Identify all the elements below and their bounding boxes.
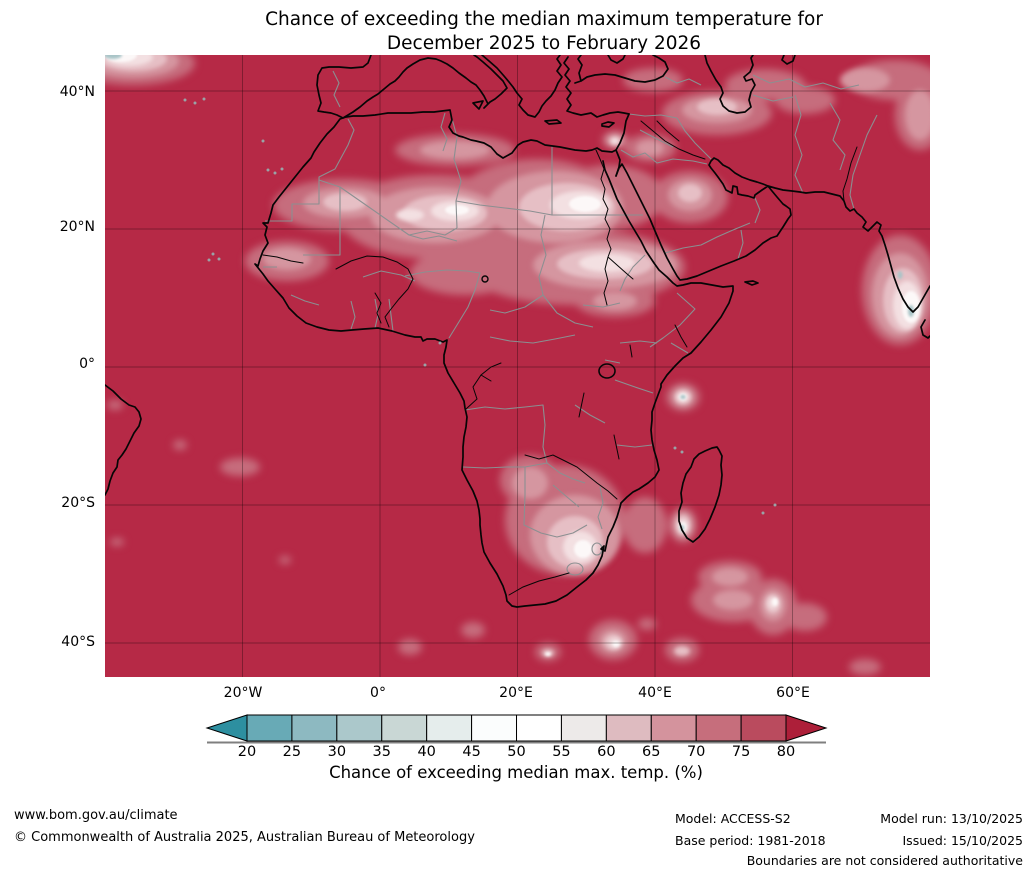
footer-url[interactable]: www.bom.gov.au/climate bbox=[14, 808, 178, 823]
balkan-coast bbox=[481, 55, 563, 118]
footer-copyright: © Commonwealth of Australia 2025, Austra… bbox=[14, 830, 475, 845]
island-dots bbox=[183, 97, 777, 515]
colorbar-tick-label: 60 bbox=[597, 744, 616, 760]
colorbar-segment bbox=[605, 714, 652, 742]
caspian-sea bbox=[704, 55, 756, 114]
colorbar-tick-label: 25 bbox=[282, 744, 302, 760]
lon-label: 0° bbox=[370, 685, 386, 701]
colorbar-tick-label: 40 bbox=[417, 744, 436, 760]
colorbar-segment bbox=[695, 714, 742, 742]
rivers-and-lakes bbox=[262, 120, 858, 596]
sinai-tip bbox=[615, 149, 621, 177]
footer-issued: Issued: 15/10/2025 bbox=[902, 833, 1024, 848]
arabia-india-coastline bbox=[615, 157, 930, 313]
footer-model-run: Model run: 13/10/2025 bbox=[880, 811, 1023, 826]
footer-model: Model: ACCESS-S2 bbox=[675, 811, 791, 826]
page-title: Chance of exceeding the median maximum t… bbox=[265, 8, 823, 56]
brazil-coastline bbox=[105, 384, 142, 496]
iberia-italy-coast bbox=[316, 55, 508, 119]
colorbar-tick-label: 35 bbox=[372, 744, 391, 760]
cyprus bbox=[601, 121, 615, 128]
turkey-aegean-coast bbox=[563, 56, 630, 118]
colorbar-segment bbox=[381, 714, 428, 742]
lat-label: 0° bbox=[79, 356, 95, 372]
colorbar-segments bbox=[205, 714, 828, 742]
africa-probability-map bbox=[105, 55, 930, 677]
colorbar-segment bbox=[426, 714, 473, 742]
sicily bbox=[472, 100, 484, 110]
lon-label: 20°E bbox=[499, 685, 533, 701]
aral-sea bbox=[781, 55, 796, 65]
map-base-fill bbox=[105, 55, 930, 677]
colorbar-segment bbox=[650, 714, 697, 742]
colorbar-caption: Chance of exceeding median max. temp. (%… bbox=[329, 763, 703, 782]
colorbar-tick-label: 30 bbox=[327, 744, 347, 760]
colorbar-segment bbox=[740, 714, 787, 742]
lon-label: 20°W bbox=[223, 685, 263, 701]
colorbar-arrow-left bbox=[205, 714, 248, 742]
colorbar-tick-label: 70 bbox=[686, 744, 706, 760]
colorbar-segment bbox=[516, 714, 562, 742]
title-line-2: December 2025 to February 2026 bbox=[386, 33, 702, 54]
madagascar bbox=[678, 446, 723, 543]
colorbar-segment bbox=[336, 714, 383, 742]
crete bbox=[544, 119, 562, 125]
colorbar bbox=[205, 714, 828, 744]
sri-lanka bbox=[920, 319, 930, 339]
socotra bbox=[744, 280, 759, 286]
colorbar-tick-label: 50 bbox=[507, 744, 526, 760]
colorbar-segment bbox=[471, 714, 518, 742]
lon-label: 40°E bbox=[638, 685, 672, 701]
footer-boundaries: Boundaries are not considered authoritat… bbox=[746, 853, 1023, 868]
country-borders bbox=[263, 70, 878, 576]
lat-label: 40°S bbox=[61, 634, 95, 650]
colorbar-segment bbox=[560, 714, 607, 742]
lat-label: 40°N bbox=[59, 84, 95, 100]
colorbar-arrow-right bbox=[785, 714, 828, 742]
colorbar-tick-label: 20 bbox=[237, 744, 257, 760]
colorbar-tick-label: 75 bbox=[731, 744, 751, 760]
colorbar-tick-label: 55 bbox=[552, 744, 571, 760]
colorbar-segment bbox=[246, 714, 293, 742]
lat-label: 20°S bbox=[61, 495, 95, 511]
colorbar-tick-label: 65 bbox=[642, 744, 661, 760]
title-line-1: Chance of exceeding the median maximum t… bbox=[265, 9, 823, 30]
graticule bbox=[105, 55, 930, 677]
lon-label: 60°E bbox=[776, 685, 810, 701]
black-sea-coast bbox=[574, 55, 669, 84]
footer-base-period: Base period: 1981-2018 bbox=[675, 833, 826, 848]
colorbar-tick-label: 80 bbox=[776, 744, 796, 760]
lat-label: 20°N bbox=[59, 219, 95, 235]
colorbar-tick-label: 45 bbox=[462, 744, 481, 760]
africa-coastline bbox=[254, 109, 734, 608]
coastlines bbox=[105, 55, 930, 608]
colorbar-segment bbox=[291, 714, 338, 742]
